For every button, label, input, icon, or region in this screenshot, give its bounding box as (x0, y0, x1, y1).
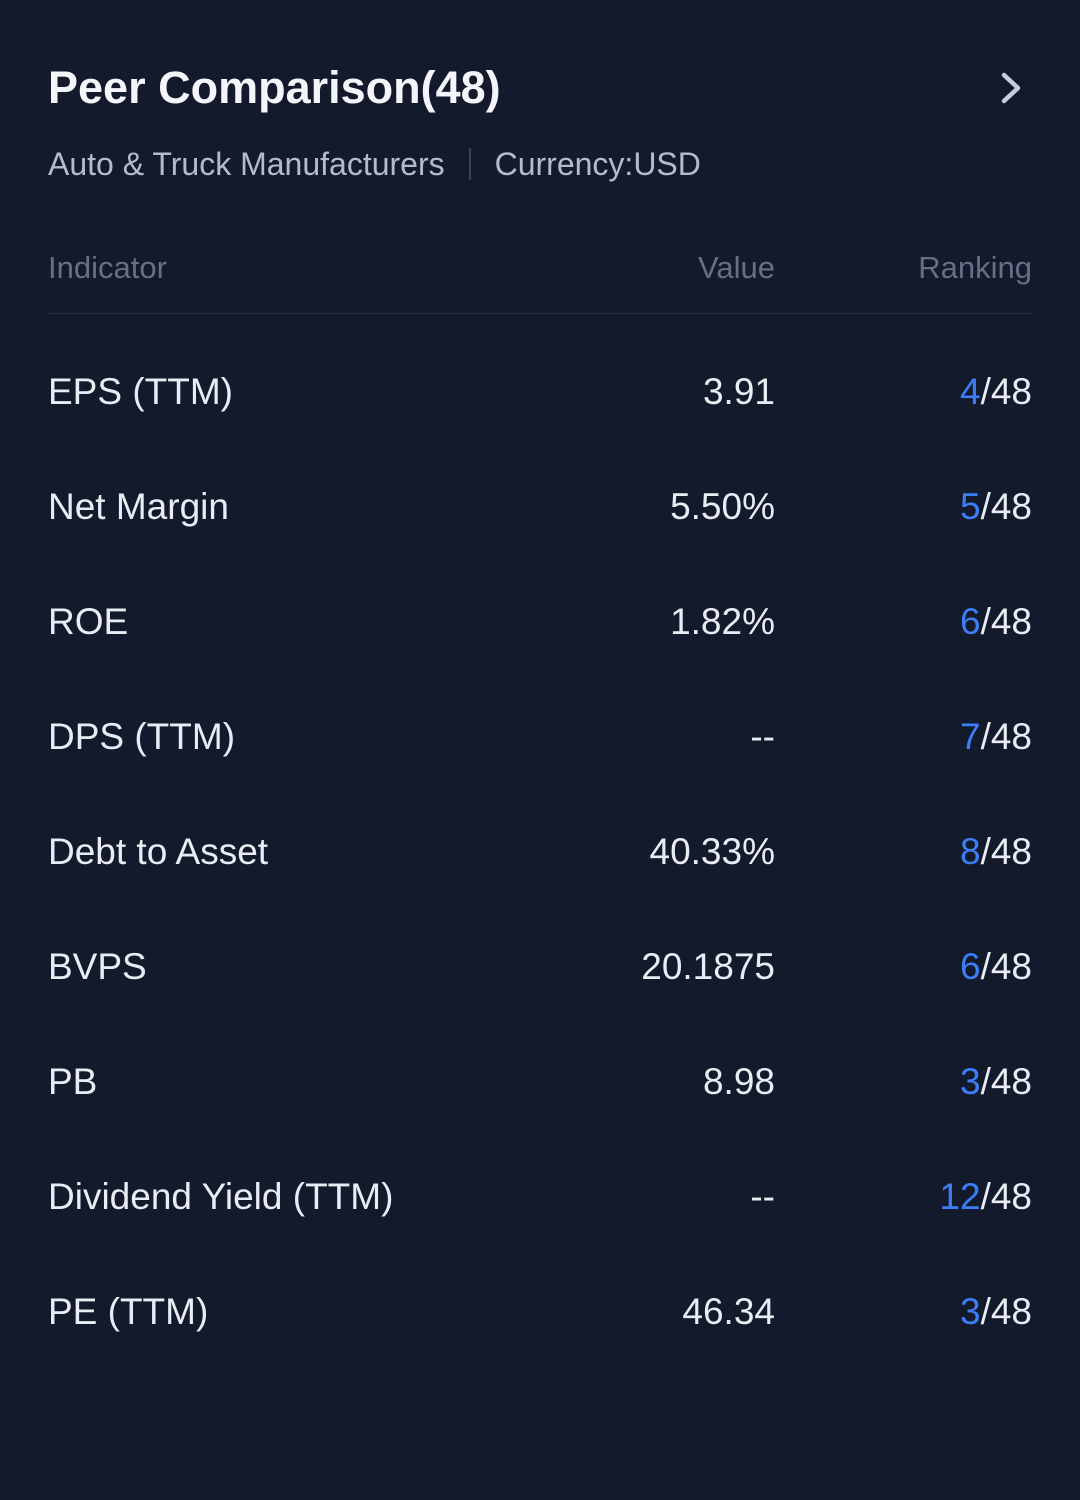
column-header-ranking: Ranking (918, 250, 1032, 285)
ranking-value: 4/48 (775, 371, 1032, 413)
rank-number: 3 (959, 1060, 981, 1102)
column-header-indicator: Indicator (48, 250, 167, 285)
card-header[interactable]: Peer Comparison(48) (48, 58, 1032, 118)
sector-label: Auto & Truck Manufacturers (48, 146, 445, 182)
table-row[interactable]: PE (TTM) 46.34 3/48 (48, 1254, 1032, 1369)
table-row[interactable]: EPS (TTM) 3.91 4/48 (48, 334, 1032, 449)
rank-number: 12 (939, 1175, 981, 1217)
indicator-value: 3.91 (702, 370, 775, 412)
column-header-value: Value (698, 250, 775, 285)
rank-total: /48 (980, 1060, 1032, 1102)
chevron-right-icon[interactable] (988, 66, 1032, 110)
peer-comparison-table: EPS (TTM) 3.91 4/48 Net Margin 5.50% 5/48 ROE 1… (48, 334, 1032, 1369)
rank-number: 7 (959, 715, 981, 757)
rank-number: 4 (959, 370, 981, 412)
indicator-label: Dividend Yield (TTM) (48, 1175, 394, 1217)
rank-total: /48 (980, 1175, 1032, 1217)
header-divider (48, 313, 1032, 314)
rank-number: 6 (959, 600, 981, 642)
ranking-value: 6/48 (775, 601, 1032, 643)
table-row[interactable]: BVPS 20.1875 6/48 (48, 909, 1032, 1024)
table-header-row: Indicator Value Ranking (48, 248, 1032, 288)
indicator-value: 8.98 (702, 1060, 775, 1102)
indicator-label: DPS (TTM) (48, 715, 236, 757)
ranking-value: 7/48 (775, 716, 1032, 758)
rank-total: /48 (980, 485, 1032, 527)
rank-number: 8 (959, 830, 981, 872)
rank-number: 6 (959, 945, 981, 987)
card-subtitle: Auto & Truck Manufacturers Currency:USD (48, 144, 1032, 184)
rank-total: /48 (980, 1290, 1032, 1332)
table-row[interactable]: PB 8.98 3/48 (48, 1024, 1032, 1139)
indicator-value: 40.33% (649, 830, 776, 872)
ranking-value: 5/48 (775, 486, 1032, 528)
indicator-label: PB (48, 1060, 98, 1102)
table-row[interactable]: Dividend Yield (TTM) -- 12/48 (48, 1139, 1032, 1254)
rank-total: /48 (980, 600, 1032, 642)
rank-total: /48 (980, 830, 1032, 872)
indicator-label: EPS (TTM) (48, 370, 233, 412)
page-title: Peer Comparison(48) (48, 62, 501, 113)
rank-total: /48 (980, 370, 1032, 412)
table-row[interactable]: DPS (TTM) -- 7/48 (48, 679, 1032, 794)
ranking-value: 12/48 (775, 1176, 1032, 1218)
rank-total: /48 (980, 945, 1032, 987)
ranking-value: 8/48 (775, 831, 1032, 873)
indicator-value: -- (750, 715, 775, 757)
indicator-label: ROE (48, 600, 129, 642)
rank-number: 3 (959, 1290, 981, 1332)
table-row[interactable]: Debt to Asset 40.33% 8/48 (48, 794, 1032, 909)
indicator-label: Debt to Asset (48, 830, 269, 872)
ranking-value: 6/48 (775, 946, 1032, 988)
indicator-value: 1.82% (670, 600, 775, 642)
indicator-value: 5.50% (670, 485, 775, 527)
indicator-value: -- (750, 1175, 775, 1217)
indicator-value: 46.34 (682, 1290, 775, 1332)
rank-number: 5 (959, 485, 981, 527)
subtitle-divider (468, 148, 471, 180)
indicator-label: PE (TTM) (48, 1290, 209, 1332)
indicator-value: 20.1875 (641, 945, 775, 987)
ranking-value: 3/48 (775, 1291, 1032, 1333)
indicator-label: BVPS (48, 945, 147, 987)
ranking-value: 3/48 (775, 1061, 1032, 1103)
currency-label: Currency:USD (494, 146, 701, 182)
table-row[interactable]: ROE 1.82% 6/48 (48, 564, 1032, 679)
indicator-label: Net Margin (48, 485, 229, 527)
rank-total: /48 (980, 715, 1032, 757)
table-row[interactable]: Net Margin 5.50% 5/48 (48, 449, 1032, 564)
